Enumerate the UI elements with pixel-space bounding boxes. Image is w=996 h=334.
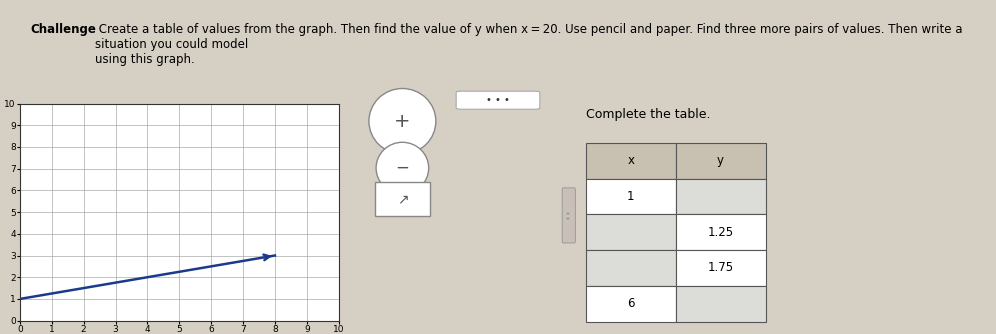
Circle shape	[369, 89, 436, 154]
FancyBboxPatch shape	[675, 179, 766, 214]
Circle shape	[376, 142, 428, 194]
FancyBboxPatch shape	[586, 214, 675, 250]
FancyBboxPatch shape	[374, 182, 430, 216]
Text: Create a table of values from the graph. Then find the value of y when x = 20. U: Create a table of values from the graph.…	[95, 23, 962, 66]
Text: 1.75: 1.75	[707, 262, 734, 275]
Text: Challenge: Challenge	[30, 23, 96, 36]
FancyBboxPatch shape	[675, 286, 766, 322]
Text: +: +	[394, 112, 410, 131]
FancyBboxPatch shape	[586, 286, 675, 322]
FancyBboxPatch shape	[675, 143, 766, 179]
Text: −: −	[395, 159, 409, 177]
Text: y: y	[717, 154, 724, 167]
FancyBboxPatch shape	[586, 250, 675, 286]
FancyBboxPatch shape	[675, 250, 766, 286]
FancyBboxPatch shape	[562, 188, 576, 243]
Text: ↗: ↗	[396, 192, 408, 206]
Text: Complete the table.: Complete the table.	[586, 108, 710, 121]
FancyBboxPatch shape	[586, 143, 675, 179]
FancyBboxPatch shape	[456, 91, 540, 109]
Text: • • •: • • •	[486, 95, 510, 105]
Text: 1.25: 1.25	[707, 226, 734, 239]
FancyBboxPatch shape	[675, 214, 766, 250]
Text: 1: 1	[627, 190, 634, 203]
Text: x: x	[627, 154, 634, 167]
Text: ‹ ›: ‹ ›	[566, 211, 572, 219]
Text: 6: 6	[627, 297, 634, 310]
FancyBboxPatch shape	[586, 179, 675, 214]
